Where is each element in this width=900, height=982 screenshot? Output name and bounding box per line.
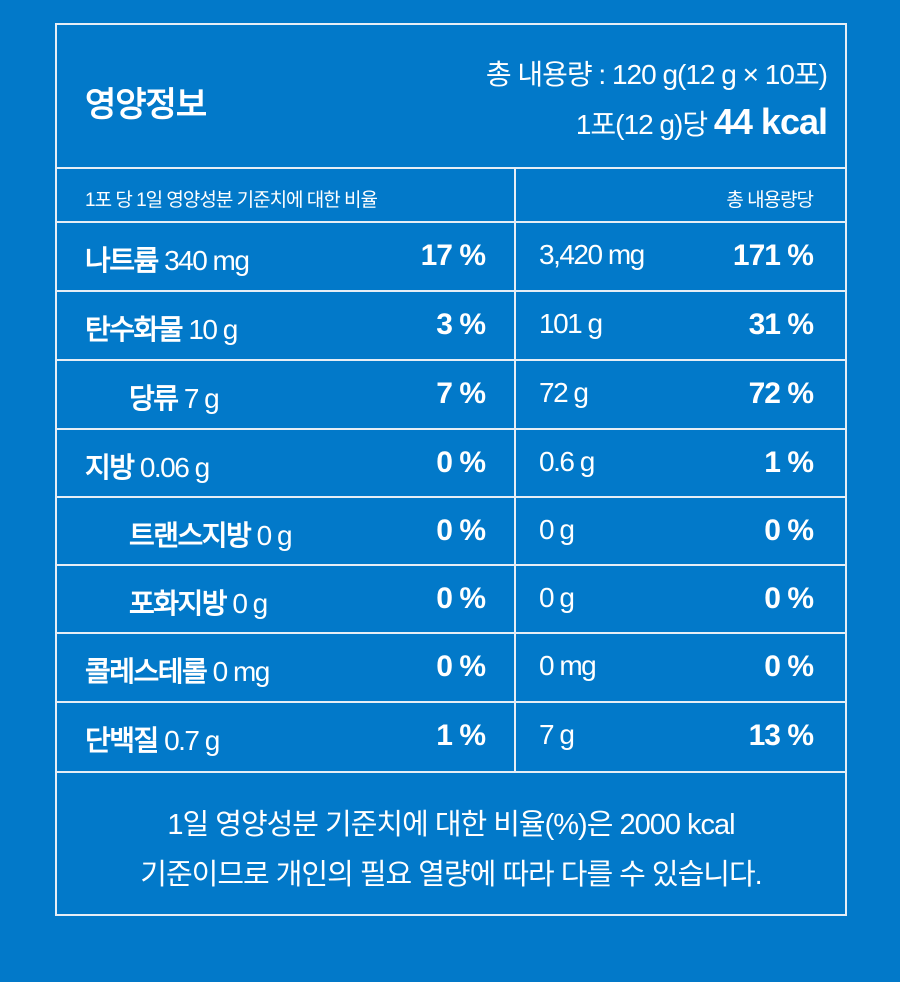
nutrient-name: 당류 xyxy=(129,383,179,414)
nutrient-row: 나트륨 340 mg 17 % 3,420 mg 171 % xyxy=(57,223,845,291)
nutrient-name-amount: 나트륨 340 mg xyxy=(85,239,250,279)
total-amount: 3,420 mg xyxy=(539,239,645,270)
nutrient-amount: 0.7 g xyxy=(164,725,220,756)
total-daily-value-pct: 1 % xyxy=(764,446,814,479)
total-amount: 7 g xyxy=(539,719,575,750)
divider xyxy=(57,771,845,773)
nutrient-name: 포화지방 xyxy=(129,588,228,619)
total-amount: 0 mg xyxy=(539,650,597,681)
daily-value-pct: 0 % xyxy=(436,514,486,547)
nutrient-name: 단백질 xyxy=(85,725,159,756)
total-daily-value-pct: 0 % xyxy=(764,514,814,547)
nutrient-row: 탄수화물 10 g 3 % 101 g 31 % xyxy=(57,292,845,360)
nutrient-amount: 10 g xyxy=(188,314,238,345)
total-amount: 101 g xyxy=(539,308,603,339)
nutrient-name-amount: 트랜스지방 0 g xyxy=(129,514,293,554)
nutrient-row: 당류 7 g 7 % 72 g 72 % xyxy=(57,361,845,429)
nutrient-row: 콜레스테롤 0 mg 0 % 0 mg 0 % xyxy=(57,634,845,702)
calories: 44 kcal xyxy=(713,101,828,142)
total-daily-value-pct: 171 % xyxy=(732,239,814,272)
divider xyxy=(57,167,845,169)
per-serving: 1포(12 g)당 xyxy=(575,109,708,140)
column-divider xyxy=(514,169,516,773)
divider xyxy=(57,290,845,292)
total-daily-value-pct: 13 % xyxy=(748,719,814,752)
serving-calories: 1포(12 g)당 44 kcal xyxy=(575,101,828,143)
daily-value-pct: 0 % xyxy=(436,582,486,615)
nutrient-amount: 7 g xyxy=(183,383,220,414)
divider xyxy=(57,221,845,223)
divider xyxy=(57,632,845,634)
footer-line-2: 기준이므로 개인의 필요 열량에 따라 다를 수 있습니다. xyxy=(140,859,762,891)
label-title: 영양정보 xyxy=(85,86,207,124)
total-amount: 0 g xyxy=(539,582,575,613)
nutrient-amount: 0 g xyxy=(232,588,268,619)
nutrient-name: 나트륨 xyxy=(85,245,159,276)
nutrient-amount: 0 mg xyxy=(212,656,271,687)
nutrient-row: 단백질 0.7 g 1 % 7 g 13 % xyxy=(57,703,845,771)
total-amount: 72 g xyxy=(539,377,589,408)
nutrient-row: 포화지방 0 g 0 % 0 g 0 % xyxy=(57,566,845,634)
nutrient-name-amount: 당류 7 g xyxy=(129,377,220,417)
daily-value-pct: 0 % xyxy=(436,446,486,479)
daily-value-pct: 3 % xyxy=(436,308,486,341)
total-content: 총 내용량 : 120 g(12 g × 10포) xyxy=(485,59,828,90)
subheader-total: 총 내용량당 xyxy=(726,190,814,211)
total-daily-value-pct: 72 % xyxy=(748,377,814,410)
nutrient-row: 트랜스지방 0 g 0 % 0 g 0 % xyxy=(57,498,845,566)
divider xyxy=(57,564,845,566)
nutrient-name: 탄수화물 xyxy=(85,314,184,345)
daily-value-pct: 17 % xyxy=(420,239,486,272)
nutrient-name: 콜레스테롤 xyxy=(85,656,208,687)
nutrient-name-amount: 탄수화물 10 g xyxy=(85,308,238,348)
divider xyxy=(57,428,845,430)
divider xyxy=(57,701,845,703)
daily-value-pct: 1 % xyxy=(436,719,486,752)
divider xyxy=(57,496,845,498)
total-daily-value-pct: 0 % xyxy=(764,582,814,615)
total-amount: 0.6 g xyxy=(539,446,595,477)
subheader-per-serving: 1포 당 1일 영양성분 기준치에 대한 비율 xyxy=(85,190,378,211)
divider xyxy=(57,359,845,361)
daily-value-pct: 0 % xyxy=(436,650,486,683)
nutrient-row: 지방 0.06 g 0 % 0.6 g 1 % xyxy=(57,430,845,498)
daily-value-pct: 7 % xyxy=(436,377,486,410)
nutrition-facts-table: 영양정보 총 내용량 : 120 g(12 g × 10포) 1포(12 g)당… xyxy=(55,23,847,916)
total-daily-value-pct: 0 % xyxy=(764,650,814,683)
nutrient-name-amount: 단백질 0.7 g xyxy=(85,719,220,759)
footer-line-1: 1일 영양성분 기준치에 대한 비율(%)은 2000 kcal xyxy=(167,809,735,841)
nutrient-name-amount: 포화지방 0 g xyxy=(129,582,268,622)
nutrient-name-amount: 지방 0.06 g xyxy=(85,446,210,486)
total-daily-value-pct: 31 % xyxy=(748,308,814,341)
nutrient-amount: 340 mg xyxy=(164,245,250,276)
nutrient-amount: 0.06 g xyxy=(139,452,210,483)
nutrient-name-amount: 콜레스테롤 0 mg xyxy=(85,650,271,690)
nutrient-name: 지방 xyxy=(85,452,135,483)
nutrient-name: 트랜스지방 xyxy=(129,520,252,551)
total-amount: 0 g xyxy=(539,514,575,545)
nutrient-amount: 0 g xyxy=(256,520,293,551)
